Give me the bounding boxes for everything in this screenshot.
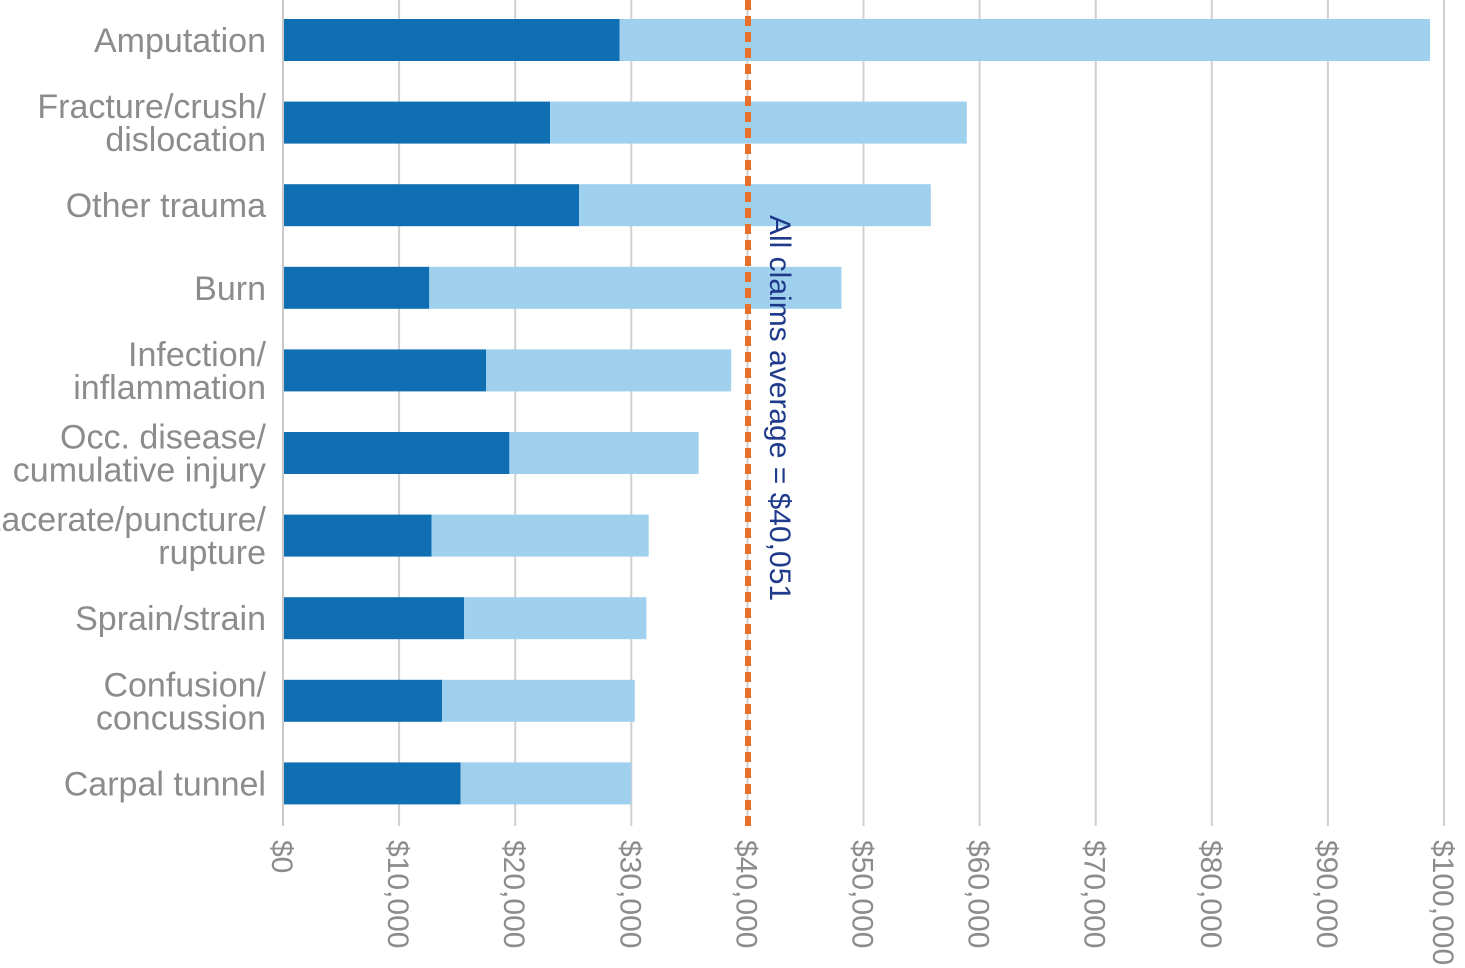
x-tick-labels: $0 $10,000 $20,000 $30,000 $40,000 $50,000 $60… <box>265 840 1459 965</box>
bar-segment <box>619 19 1431 61</box>
bar-segment <box>550 101 967 144</box>
bar-segment <box>429 266 842 309</box>
category-label: Amputation <box>94 22 266 60</box>
bar-segment <box>283 19 620 61</box>
bar-segment <box>283 432 510 474</box>
bar-segment <box>486 349 732 392</box>
bar-segment <box>460 762 632 805</box>
category-label: Other trauma <box>66 187 266 225</box>
x-tick-label: $40,000 <box>729 840 762 948</box>
x-tick-label: $30,000 <box>613 840 646 948</box>
bar-segment <box>283 679 443 722</box>
x-tick-label: $60,000 <box>962 840 995 948</box>
bar-segment <box>509 432 699 474</box>
bar-segment <box>283 266 430 309</box>
category-labels: Amputation Fracture/crush/dislocation Othe… <box>0 22 267 803</box>
bar-segment <box>283 514 432 557</box>
x-tick-label: $50,000 <box>846 840 879 948</box>
category-label: Lacerate/puncture/rupture <box>0 501 267 572</box>
category-label: Occ. disease/cumulative injury <box>13 419 267 490</box>
bar-segment <box>442 679 635 722</box>
category-label: Fracture/crush/dislocation <box>37 88 266 159</box>
category-label: Burn <box>194 270 266 308</box>
category-label: Infection/inflammation <box>73 336 266 407</box>
bar-segment <box>283 597 465 640</box>
bar-segment <box>283 762 461 805</box>
category-label: Carpal tunnel <box>64 765 266 803</box>
bar-segment <box>464 597 647 640</box>
bar-segment <box>283 349 487 392</box>
x-tick-label: $0 <box>265 840 298 873</box>
x-tick-label: $20,000 <box>497 840 530 948</box>
x-tick-label: $70,000 <box>1078 840 1111 948</box>
bar-segment <box>579 184 931 227</box>
x-tick-label: $10,000 <box>381 840 414 948</box>
x-tick-label: $100,000 <box>1426 840 1459 965</box>
x-tick-label: $90,000 <box>1310 840 1343 948</box>
bar-segment <box>283 184 580 227</box>
average-reference-label: All claims average = $40,051 <box>763 215 796 601</box>
x-tick-label: $80,000 <box>1194 840 1227 948</box>
bar-segment <box>283 101 551 144</box>
category-label: Confusion/concussion <box>96 666 267 737</box>
bar-segment <box>431 514 649 557</box>
bars <box>283 19 1431 805</box>
category-label: Sprain/strain <box>75 600 266 638</box>
